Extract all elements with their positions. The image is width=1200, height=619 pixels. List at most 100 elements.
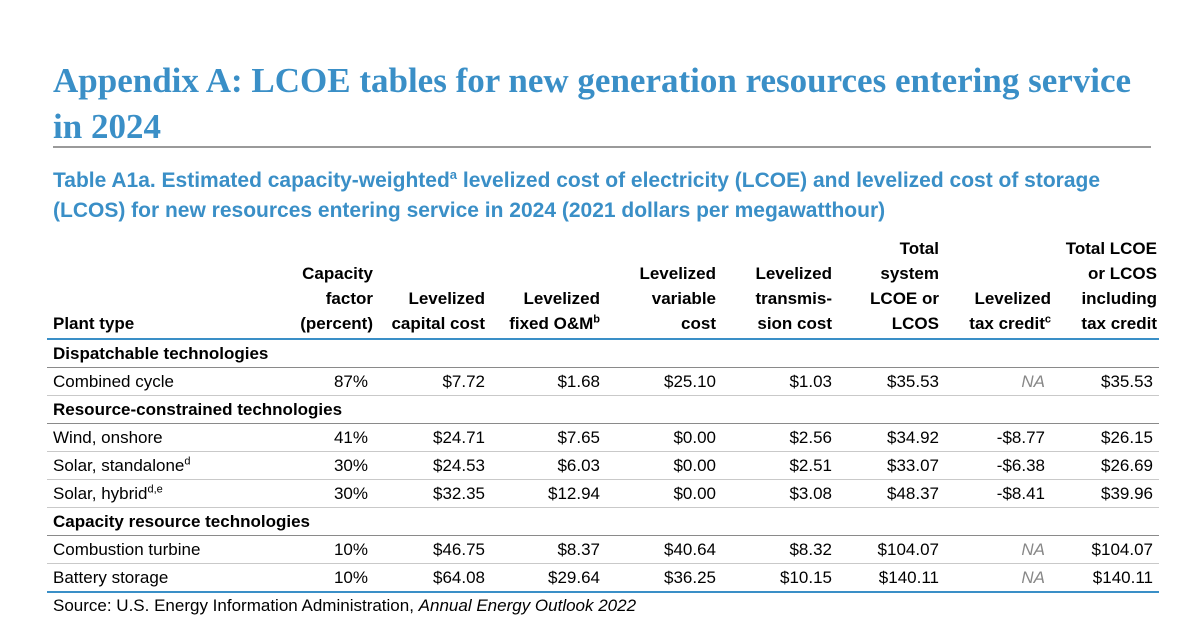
section-header-row: Capacity resource technologies [47, 507, 1159, 536]
value-cell: -$8.41 [945, 479, 1051, 508]
value-cell: NA [945, 367, 1051, 396]
value-cell: -$8.77 [945, 423, 1051, 452]
column-header-label: Total system LCOE or LCOS [844, 236, 939, 336]
section-header-row: Resource-constrained technologies [47, 395, 1159, 424]
section-title: Dispatchable technologies [47, 339, 1159, 368]
plant-type-cell: Solar, standaloned [47, 451, 272, 480]
plant-type-cell: Combustion turbine [47, 535, 272, 564]
value-cell: $36.25 [606, 563, 722, 593]
column-header-label: Levelized variable cost [621, 261, 716, 336]
value-cell: $48.37 [838, 479, 945, 508]
value-cell: $104.07 [1051, 535, 1159, 564]
plant-type-name: Wind, onshore [53, 428, 163, 447]
value-cell: $3.08 [722, 479, 838, 508]
value-cell: $6.03 [491, 451, 606, 480]
plant-type-name: Solar, hybrid [53, 484, 148, 503]
column-header-text: Total LCOE or LCOS including tax credit [1065, 239, 1157, 333]
value-cell: $25.10 [606, 367, 722, 396]
value-cell: $0.00 [606, 451, 722, 480]
value-cell: NA [945, 563, 1051, 593]
header-row: Plant type Capacity factor (percent) Level… [47, 236, 1159, 340]
column-header-text: Capacity factor (percent) [300, 264, 373, 333]
value-cell: $39.96 [1051, 479, 1159, 508]
column-header-text: Levelized fixed O&M [509, 289, 600, 333]
column-header-text: Levelized capital cost [391, 289, 485, 333]
table-caption: Table A1a. Estimated capacity-weighteda … [53, 166, 1153, 226]
value-cell: $26.69 [1051, 451, 1159, 480]
value-cell: $40.64 [606, 535, 722, 564]
value-cell: $34.92 [838, 423, 945, 452]
column-header: Plant type [47, 236, 272, 340]
column-header: Levelized transmis-sion cost [722, 236, 838, 340]
value-cell: $1.68 [491, 367, 606, 396]
column-header-text: Levelized tax credit [969, 289, 1051, 333]
value-cell: $10.15 [722, 563, 838, 593]
value-cell: NA [945, 535, 1051, 564]
column-header: Capacity factor (percent) [272, 236, 374, 340]
caption-text-end: levelized cost of electricity (LCOE) and… [53, 169, 1101, 222]
table-row: Combustion turbine 10% $46.75 $8.37 $40.64 $8… [47, 535, 1159, 564]
column-header-label: Levelized tax creditc [951, 286, 1051, 336]
column-header-footnote: b [593, 313, 600, 326]
plant-type-footnote: d,e [147, 483, 163, 496]
value-cell: $8.37 [491, 535, 606, 564]
value-cell: $46.75 [374, 535, 491, 564]
column-header: Total system LCOE or LCOS [838, 236, 945, 340]
value-cell: $8.32 [722, 535, 838, 564]
column-header-label: Capacity factor (percent) [278, 261, 373, 336]
table-row: Combined cycle 87% $7.72 $1.68 $25.10 $1.03 $3… [47, 367, 1159, 396]
value-cell: $35.53 [1051, 367, 1159, 396]
column-header: Levelized capital cost [374, 236, 491, 340]
value-cell: $2.56 [722, 423, 838, 452]
table-row: Battery storage 10% $64.08 $29.64 $36.25 $10.… [47, 563, 1159, 593]
column-header: Levelized fixed O&Mb [491, 236, 606, 340]
plant-type-footnote: d [184, 455, 191, 468]
table-row: Solar, standaloned 30% $24.53 $6.03 $0.00 $2.… [47, 451, 1159, 480]
column-header-footnote: c [1044, 313, 1051, 326]
column-header-label: Levelized capital cost [390, 286, 485, 336]
column-header-label: Total LCOE or LCOS including tax credit [1057, 236, 1157, 336]
page-title: Appendix A: LCOE tables for new generati… [53, 61, 1132, 146]
value-cell: $7.65 [491, 423, 606, 452]
section-title: Capacity resource technologies [47, 507, 1159, 536]
value-cell: $29.64 [491, 563, 606, 593]
column-header-text: Total system LCOE or LCOS [870, 239, 939, 333]
value-cell: $24.53 [374, 451, 491, 480]
section-title: Resource-constrained technologies [47, 395, 1159, 424]
table-row: Wind, onshore 41% $24.71 $7.65 $0.00 $2.56 $34… [47, 423, 1159, 452]
value-cell: 10% [272, 535, 374, 564]
column-header-text: Levelized variable cost [639, 264, 716, 333]
value-cell: $64.08 [374, 563, 491, 593]
value-cell: 41% [272, 423, 374, 452]
value-cell: $12.94 [491, 479, 606, 508]
column-header-text: Levelized transmis-sion cost [755, 264, 832, 333]
column-header: Levelized variable cost [606, 236, 722, 340]
plant-type-cell: Wind, onshore [47, 423, 272, 452]
value-cell: -$6.38 [945, 451, 1051, 480]
column-header: Levelized tax creditc [945, 236, 1051, 340]
value-cell: $7.72 [374, 367, 491, 396]
value-cell: $140.11 [1051, 563, 1159, 593]
plant-type-cell: Battery storage [47, 563, 272, 593]
source-row: Source: U.S. Energy Information Administ… [47, 592, 1159, 619]
column-header-label: Plant type [53, 311, 266, 336]
value-cell: $140.11 [838, 563, 945, 593]
column-header-text: Plant type [53, 314, 135, 333]
plant-type-cell: Solar, hybridd,e [47, 479, 272, 508]
plant-type-name: Battery storage [53, 568, 169, 587]
title-divider [53, 146, 1151, 148]
value-cell: 30% [272, 451, 374, 480]
value-cell: $104.07 [838, 535, 945, 564]
value-cell: $35.53 [838, 367, 945, 396]
source-prefix: Source: U.S. Energy Information Administ… [53, 596, 419, 615]
value-cell: $24.71 [374, 423, 491, 452]
column-header: Total LCOE or LCOS including tax credit [1051, 236, 1159, 340]
value-cell: $26.15 [1051, 423, 1159, 452]
value-cell: $2.51 [722, 451, 838, 480]
value-cell: $0.00 [606, 479, 722, 508]
column-header-label: Levelized transmis-sion cost [732, 261, 832, 336]
plant-type-name: Combustion turbine [53, 540, 201, 559]
value-cell: 10% [272, 563, 374, 593]
value-cell: $0.00 [606, 423, 722, 452]
value-cell: $32.35 [374, 479, 491, 508]
